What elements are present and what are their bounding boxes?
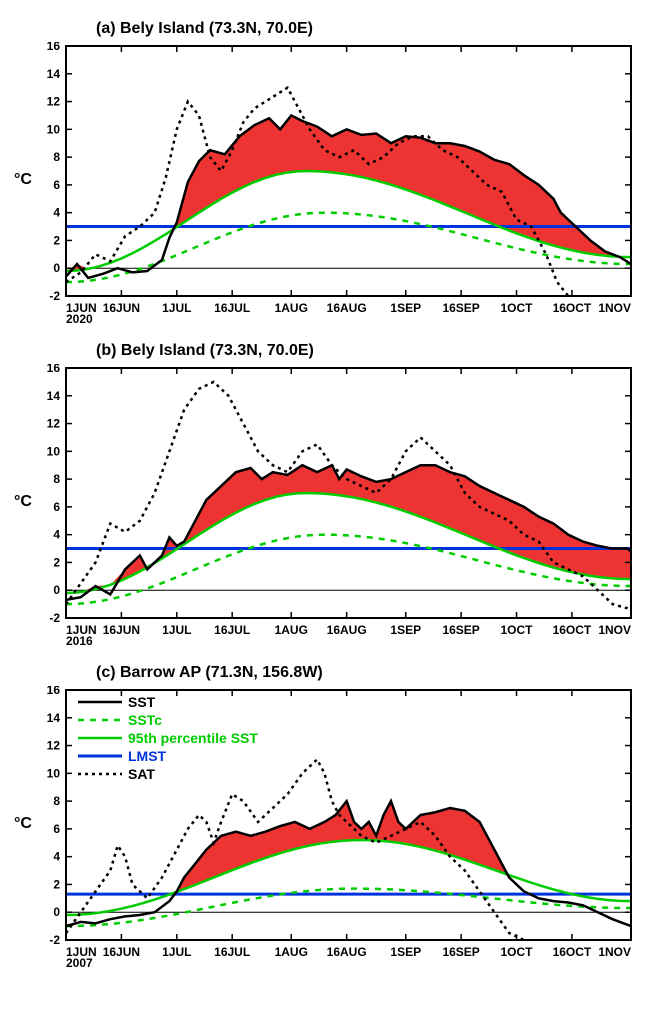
legend-label: LMST: [128, 748, 167, 764]
xtick-label: 1JUL: [162, 623, 191, 637]
xtick-label: 1OCT: [501, 623, 534, 637]
xtick-label: 1OCT: [501, 301, 534, 315]
xtick-label: 1AUG: [275, 945, 308, 959]
xtick-label: 1NOV: [598, 623, 631, 637]
ytick-label: 10: [47, 444, 61, 458]
legend-label: SSTc: [128, 712, 162, 728]
ytick-label: -2: [49, 289, 60, 303]
xtick-label: 16AUG: [327, 301, 367, 315]
xtick-label: 16JUL: [214, 301, 250, 315]
xtick-label: 1AUG: [275, 623, 308, 637]
xtick-label: 16JUN: [103, 301, 140, 315]
ytick-label: 4: [53, 206, 60, 220]
legend-label: SST: [128, 694, 156, 710]
panel-title: (a) Bely Island (73.3N, 70.0E): [96, 20, 661, 38]
xtick-label: 1JUN: [66, 945, 97, 959]
xtick-label: 16OCT: [553, 945, 592, 959]
panel-title: (b) Bely Island (73.3N, 70.0E): [96, 342, 661, 360]
chart-svg: -2 0 2 4 6 8 10 12 14 16 1JUN 16JUN 1JUL 16JUL 1AUG 16A…: [36, 42, 635, 318]
panel-a: (a) Bely Island (73.3N, 70.0E) °C -2 0 2 4 6 8 1…: [10, 20, 661, 326]
ytick-label: 8: [53, 150, 60, 164]
xtick-label: 1SEP: [390, 623, 421, 637]
chart-svg: -2 0 2 4 6 8 10 12 14 16 1JUN 16JUN 1JUL 16JUL 1AUG 16A…: [36, 686, 635, 962]
y-axis-label: °C: [10, 42, 36, 318]
panel-title: (c) Barrow AP (71.3N, 156.8W): [96, 664, 661, 682]
ytick-label: 6: [53, 178, 60, 192]
ytick-label: 2: [53, 233, 60, 247]
xtick-label: 16JUL: [214, 945, 250, 959]
ytick-label: 12: [47, 739, 61, 753]
xtick-label: 16JUL: [214, 623, 250, 637]
xtick-label: 16JUN: [103, 623, 140, 637]
ytick-label: -2: [49, 611, 60, 625]
ytick-label: 14: [47, 67, 61, 81]
xtick-label: 1SEP: [390, 301, 421, 315]
xtick-label: 16OCT: [553, 301, 592, 315]
chart-svg: -2 0 2 4 6 8 10 12 14 16 1JUN 16JUN 1JUL 16JUL 1AUG 16A…: [36, 364, 635, 640]
xtick-label: 1NOV: [598, 945, 631, 959]
ytick-label: 14: [47, 389, 61, 403]
legend-label: SAT: [128, 766, 155, 782]
ytick-label: 12: [47, 95, 61, 109]
ytick-label: 10: [47, 122, 61, 136]
ytick-label: 8: [53, 794, 60, 808]
ytick-label: 4: [53, 850, 60, 864]
y-axis-label: °C: [10, 364, 36, 640]
xtick-label: 1JUN: [66, 301, 97, 315]
ytick-label: 14: [47, 711, 61, 725]
xtick-label: 1JUL: [162, 945, 191, 959]
ytick-label: 6: [53, 500, 60, 514]
ytick-label: 8: [53, 472, 60, 486]
y-axis-label: °C: [10, 686, 36, 962]
ytick-label: 0: [53, 583, 60, 597]
ytick-label: 16: [47, 686, 61, 697]
ytick-label: -2: [49, 933, 60, 947]
xtick-label: 16OCT: [553, 623, 592, 637]
xtick-label: 1JUL: [162, 301, 191, 315]
ytick-label: 0: [53, 261, 60, 275]
xtick-label: 16SEP: [442, 301, 479, 315]
panel-c: (c) Barrow AP (71.3N, 156.8W) °C -2 0 2 4 6 8 10…: [10, 664, 661, 970]
ytick-label: 4: [53, 528, 60, 542]
ytick-label: 10: [47, 766, 61, 780]
ytick-label: 2: [53, 877, 60, 891]
xtick-label: 16SEP: [442, 945, 479, 959]
xtick-label: 16SEP: [442, 623, 479, 637]
xtick-label: 16JUN: [103, 945, 140, 959]
xtick-label: 16AUG: [327, 623, 367, 637]
ytick-label: 6: [53, 822, 60, 836]
ytick-label: 16: [47, 364, 61, 375]
ytick-label: 0: [53, 905, 60, 919]
xtick-label: 1SEP: [390, 945, 421, 959]
ytick-label: 2: [53, 555, 60, 569]
ytick-label: 12: [47, 417, 61, 431]
xtick-label: 1AUG: [275, 301, 308, 315]
xtick-label: 1NOV: [598, 301, 631, 315]
xtick-label: 16AUG: [327, 945, 367, 959]
figure-container: (a) Bely Island (73.3N, 70.0E) °C -2 0 2 4 6 8 1…: [10, 20, 661, 970]
ytick-label: 16: [47, 42, 61, 53]
xtick-label: 1OCT: [501, 945, 534, 959]
xtick-label: 1JUN: [66, 623, 97, 637]
panel-b: (b) Bely Island (73.3N, 70.0E) °C -2 0 2 4 6 8 1…: [10, 342, 661, 648]
legend-label: 95th percentile SST: [128, 730, 258, 746]
